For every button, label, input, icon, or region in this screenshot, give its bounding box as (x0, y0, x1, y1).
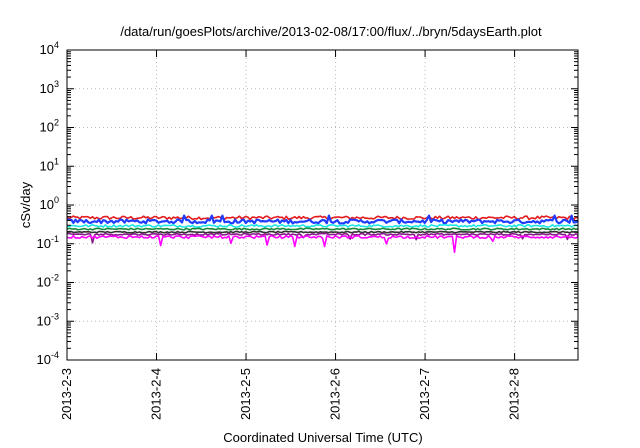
x-tick-label: 2013-2-8 (507, 368, 522, 420)
y-tick-label: 10-4 (37, 350, 59, 367)
y-tick-label: 102 (40, 118, 59, 135)
x-axis-ticks: 2013-2-3 2013-2-4 2013-2-5 2013-2-6 2013-2-7… (59, 50, 522, 420)
y-axis-ticks: 10-4 10-3 10-2 10-1 100 101 102 103 104 (37, 40, 578, 367)
x-axis-label: Coordinated Universal Time (UTC) (223, 430, 422, 445)
x-tick-label: 2013-2-5 (238, 368, 253, 420)
y-tick-label: 103 (40, 79, 59, 96)
x-tick-label: 2013-2-6 (328, 368, 343, 420)
series-line-2 (66, 214, 579, 225)
y-tick-label: 101 (40, 156, 59, 173)
grid (67, 50, 578, 360)
x-tick-label: 2013-2-4 (149, 368, 164, 420)
y-tick-label: 100 (40, 195, 59, 212)
series-line-6 (66, 232, 579, 244)
series-line-3 (66, 223, 579, 228)
y-tick-label: 10-2 (37, 273, 59, 290)
series-line-1 (66, 215, 579, 221)
y-tick-label: 10-1 (37, 234, 59, 251)
chart-title: /data/run/goesPlots/archive/2013-02-08/1… (120, 24, 542, 39)
x-tick-label: 2013-2-3 (59, 368, 74, 420)
y-tick-label: 104 (40, 40, 59, 57)
series-line-5 (66, 230, 579, 234)
y-axis-label: cSv/day (18, 181, 33, 228)
y-tick-label: 10-3 (37, 311, 59, 328)
series-group (66, 214, 579, 254)
series-line-4 (66, 227, 579, 231)
series-line-7 (66, 234, 579, 254)
x-tick-label: 2013-2-7 (417, 368, 432, 420)
